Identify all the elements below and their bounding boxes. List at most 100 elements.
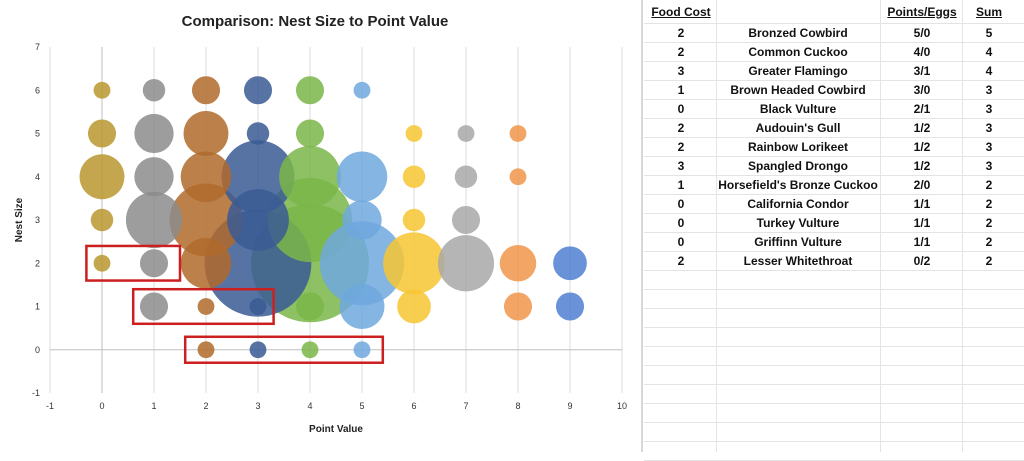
row-gridline xyxy=(644,441,1024,442)
cell-points-eggs[interactable]: 2/0 xyxy=(913,178,931,192)
pane-divider[interactable] xyxy=(641,0,643,452)
spreadsheet-table: Food Cost Points/Eggs Sum 2 Bronzed Cowbi… xyxy=(644,0,1024,461)
header-sum[interactable]: Sum xyxy=(975,5,1002,19)
cell-sum[interactable]: 3 xyxy=(985,102,993,116)
cell-bird-name[interactable]: Horsefield's Bronze Cuckoo xyxy=(718,178,878,192)
cell-points-eggs[interactable]: 1/2 xyxy=(913,140,931,154)
cell-points-eggs[interactable]: 1/2 xyxy=(913,121,931,135)
row-gridline xyxy=(644,327,1024,328)
header-points-eggs[interactable]: Points/Eggs xyxy=(887,5,957,19)
cell-sum[interactable]: 5 xyxy=(985,26,993,40)
bubble xyxy=(451,205,481,235)
cell-points-eggs[interactable]: 0/2 xyxy=(913,254,931,268)
cell-bird-name[interactable]: Griffinn Vulture xyxy=(754,235,842,249)
chart-canvas: Comparison: Nest Size to Point Value -1 0 1… xyxy=(14,13,627,435)
cell-points-eggs[interactable]: 1/1 xyxy=(913,235,931,249)
cell-food-cost[interactable]: 1 xyxy=(677,83,685,97)
cell-food-cost[interactable]: 2 xyxy=(677,254,685,268)
cell-points-eggs[interactable]: 3/1 xyxy=(913,64,931,78)
bubble xyxy=(279,145,341,208)
bubble xyxy=(295,76,325,105)
bubble xyxy=(437,235,495,292)
cell-sum[interactable]: 3 xyxy=(985,121,993,135)
cell-sum[interactable]: 4 xyxy=(985,45,993,59)
cell-sum[interactable]: 3 xyxy=(985,159,993,173)
row-gridline xyxy=(644,118,1024,119)
bubble xyxy=(139,249,169,278)
cell-bird-name[interactable]: Common Cuckoo xyxy=(748,45,848,59)
cell-food-cost[interactable]: 1 xyxy=(677,178,685,192)
cell-sum[interactable]: 2 xyxy=(985,216,993,230)
cell-food-cost[interactable]: 0 xyxy=(677,102,685,116)
cell-bird-name[interactable]: Bronzed Cowbird xyxy=(748,26,848,40)
row-gridline xyxy=(644,156,1024,157)
y-tick-label: 5 xyxy=(35,129,40,139)
cell-food-cost[interactable]: 2 xyxy=(677,26,685,40)
cell-food-cost[interactable]: 3 xyxy=(677,159,685,173)
cell-food-cost[interactable]: 0 xyxy=(677,216,685,230)
y-tick-label: 1 xyxy=(35,302,40,312)
cell-food-cost[interactable]: 2 xyxy=(677,140,685,154)
highlight-box xyxy=(183,335,385,364)
cell-points-eggs[interactable]: 1/1 xyxy=(913,197,931,211)
cell-sum[interactable]: 4 xyxy=(985,64,993,78)
cell-bird-name[interactable]: Brown Headed Cowbird xyxy=(730,83,866,97)
header-food-cost[interactable]: Food Cost xyxy=(651,5,711,19)
cell-sum[interactable]: 2 xyxy=(985,254,993,268)
bubble-chart: Comparison: Nest Size to Point Value -1 0 1… xyxy=(14,13,627,435)
cell-bird-name[interactable]: Audouin's Gull xyxy=(755,121,841,135)
cell-points-eggs[interactable]: 5/0 xyxy=(913,26,931,40)
row-gridline xyxy=(644,251,1024,252)
bubble xyxy=(249,341,267,359)
x-tick-label: 10 xyxy=(617,401,627,411)
cell-food-cost[interactable]: 2 xyxy=(677,45,685,59)
bubble xyxy=(499,244,537,282)
row-gridline xyxy=(644,384,1024,385)
x-tick-label: 0 xyxy=(99,401,104,411)
bubble xyxy=(125,191,183,249)
cell-points-eggs[interactable]: 1/2 xyxy=(913,159,931,173)
bubble xyxy=(139,292,169,321)
bubble xyxy=(93,81,111,99)
row-gridline xyxy=(644,194,1024,195)
cell-bird-name[interactable]: California Condor xyxy=(747,197,849,211)
cell-sum[interactable]: 3 xyxy=(985,83,993,97)
bubble xyxy=(319,221,405,306)
cell-bird-name[interactable]: Greater Flamingo xyxy=(748,64,848,78)
bubble xyxy=(397,289,431,324)
bubble xyxy=(197,298,215,315)
bubble xyxy=(221,140,295,214)
cell-points-eggs[interactable]: 4/0 xyxy=(913,45,931,59)
cell-bird-name[interactable]: Lesser Whitethroat xyxy=(743,254,853,268)
cell-bird-name[interactable]: Rainbow Lorikeet xyxy=(747,140,848,154)
cell-bird-name[interactable]: Turkey Vulture xyxy=(756,216,840,230)
row-gridline xyxy=(644,422,1024,423)
row-gridline xyxy=(644,213,1024,214)
cell-points-eggs[interactable]: 2/1 xyxy=(913,102,931,116)
cell-food-cost[interactable]: 0 xyxy=(677,235,685,249)
x-tick-label: 5 xyxy=(359,401,364,411)
cell-points-eggs[interactable]: 3/0 xyxy=(913,83,931,97)
y-axis-label: Nest Size xyxy=(14,197,25,242)
cell-food-cost[interactable]: 3 xyxy=(677,64,685,78)
y-tick-label: 0 xyxy=(35,345,40,355)
cell-bird-name[interactable]: Black Vulture xyxy=(759,102,837,116)
row-gridline xyxy=(644,42,1024,43)
y-tick-label: 3 xyxy=(35,215,40,225)
cell-sum[interactable]: 2 xyxy=(985,197,993,211)
x-tick-label: 1 xyxy=(151,401,156,411)
cell-sum[interactable]: 3 xyxy=(985,140,993,154)
bubble xyxy=(555,292,585,321)
cell-points-eggs[interactable]: 1/1 xyxy=(913,216,931,230)
row-gridline xyxy=(644,403,1024,404)
cell-sum[interactable]: 2 xyxy=(985,235,993,249)
column-gridline xyxy=(716,0,717,452)
cell-bird-name[interactable]: Spangled Drongo xyxy=(748,159,848,173)
bubble xyxy=(183,111,229,156)
cell-food-cost[interactable]: 2 xyxy=(677,121,685,135)
bubble xyxy=(336,151,388,203)
bubble xyxy=(353,341,371,359)
cell-food-cost[interactable]: 0 xyxy=(677,197,685,211)
bubble xyxy=(295,292,325,321)
cell-sum[interactable]: 2 xyxy=(985,178,993,192)
